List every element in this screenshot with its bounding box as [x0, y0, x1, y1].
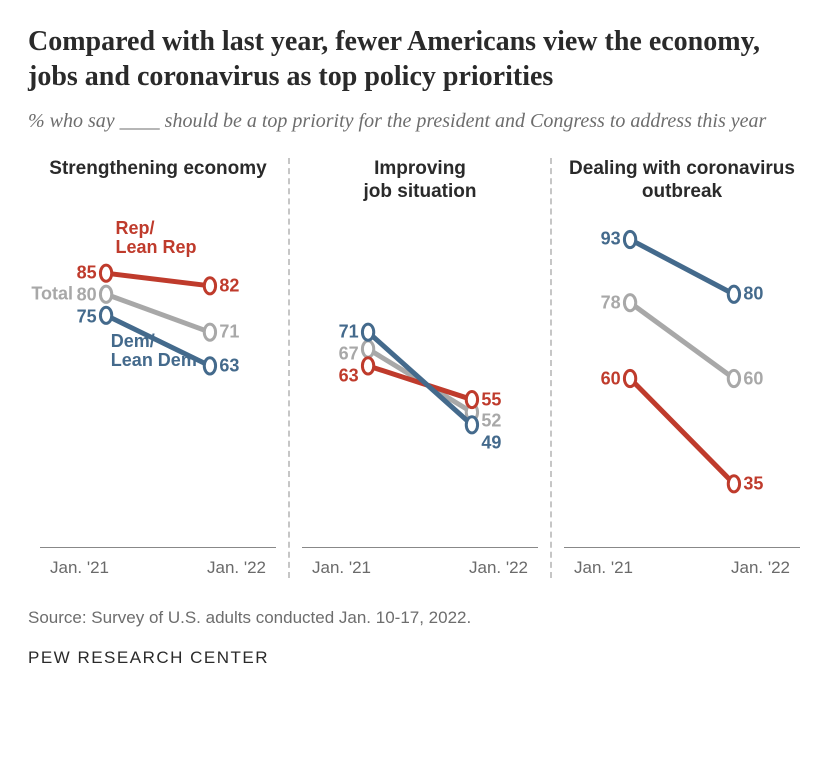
- left-value-total: 78: [601, 292, 621, 313]
- panel-title: Strengthening economy: [28, 158, 288, 210]
- x-axis: Jan. '21 Jan. '22: [302, 547, 538, 578]
- series-label-rep: Rep/Lean Rep: [116, 219, 197, 257]
- chart-title: Compared with last year, fewer Americans…: [28, 24, 812, 94]
- panel-title: Dealing with coronavirus outbreak: [552, 158, 812, 210]
- x-tick-label: Jan. '22: [469, 558, 528, 578]
- chart-subtitle: % who say ____ should be a top priority …: [28, 108, 812, 134]
- panel-2: Dealing with coronavirus outbreak 93 78 60 8…: [550, 158, 812, 578]
- label-overlay: 858075827163Rep/Lean RepTotalDem/Lean De…: [40, 210, 276, 547]
- right-value-dem: 49: [481, 433, 501, 454]
- left-value-dem: 93: [601, 229, 621, 250]
- right-value-total: 52: [481, 411, 501, 432]
- left-value-dem: 75: [77, 306, 97, 327]
- plot-area: 93 78 60 80 60 35: [564, 210, 800, 547]
- right-value-total: 60: [743, 368, 763, 389]
- series-label-dem: Dem/Lean Dem: [111, 332, 197, 370]
- label-overlay: 93 78 60 80 60 35: [564, 210, 800, 547]
- plot-area: 716763 555249: [302, 210, 538, 547]
- right-value-rep: 82: [219, 275, 239, 296]
- source-note: Source: Survey of U.S. adults conducted …: [28, 608, 812, 628]
- right-value-rep: 35: [743, 473, 763, 494]
- left-value-rep: 60: [601, 368, 621, 389]
- x-tick-label: Jan. '21: [50, 558, 109, 578]
- plot-area: 858075827163Rep/Lean RepTotalDem/Lean De…: [40, 210, 276, 547]
- x-tick-label: Jan. '21: [574, 558, 633, 578]
- right-value-total: 71: [219, 322, 239, 343]
- left-value-dem: 71: [339, 322, 359, 343]
- footer-attribution: PEW RESEARCH CENTER: [28, 648, 812, 668]
- left-value-rep: 63: [339, 365, 359, 386]
- x-tick-label: Jan. '21: [312, 558, 371, 578]
- charts-row: Strengthening economy858075827163Rep/Lea…: [28, 158, 812, 578]
- left-value-rep: 85: [77, 263, 97, 284]
- label-overlay: 716763 555249: [302, 210, 538, 547]
- panel-0: Strengthening economy 858075 82 71 63 Rep/Lea…: [28, 158, 288, 578]
- x-axis: Jan. '21 Jan. '22: [40, 547, 276, 578]
- x-tick-label: Jan. '22: [731, 558, 790, 578]
- right-value-dem: 63: [219, 355, 239, 376]
- left-value-total: 67: [339, 344, 359, 365]
- left-value-total: 80: [77, 285, 97, 306]
- x-tick-label: Jan. '22: [207, 558, 266, 578]
- right-value-rep: 55: [481, 389, 501, 410]
- series-label-total: Total: [31, 284, 73, 305]
- x-axis: Jan. '21 Jan. '22: [564, 547, 800, 578]
- panel-1: Improvingjob situation 716763 555249 Jan. '…: [288, 158, 550, 578]
- panel-title: Improvingjob situation: [290, 158, 550, 210]
- right-value-dem: 80: [743, 284, 763, 305]
